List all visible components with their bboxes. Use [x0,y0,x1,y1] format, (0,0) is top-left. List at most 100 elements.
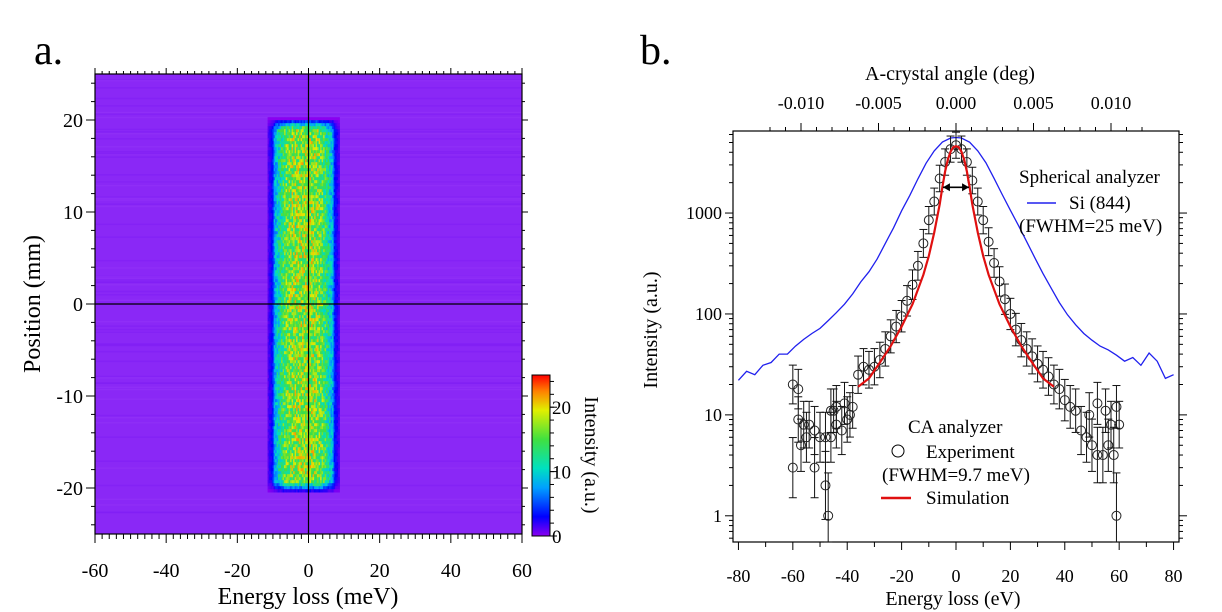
heatmap-cell [326,204,328,208]
heatmap-cell [273,294,276,298]
heatmap-cell [275,267,277,271]
heatmap-cell [269,414,271,418]
heatmap-cell [318,231,321,235]
heatmap-cell [273,312,276,316]
heatmap-cell [321,207,324,211]
heatmap-cell [324,213,327,217]
heatmap-cell [311,162,313,166]
heatmap-cell [300,159,303,163]
heatmap-cell [270,150,273,154]
heatmap-cell [332,318,334,322]
heatmap-cell [311,381,313,385]
heatmap-cell [320,222,322,226]
heatmap-cell [333,420,336,424]
heatmap-cell [332,126,334,130]
heatmap-cell [309,195,312,199]
heatmap-cell [333,135,336,139]
heatmap-cell [284,216,286,220]
heatmap-cell [332,198,334,202]
heatmap-cell [275,237,277,241]
heatmap-cell [323,249,325,253]
heatmap-cell [291,405,294,409]
heatmap-cell [327,210,330,214]
heatmap-cell [336,309,339,313]
heatmap-cell [281,318,283,322]
heatmap-cell [269,279,271,283]
heatmap-cell [269,408,271,412]
heatmap-cell [335,141,337,145]
heatmap-cell [324,300,327,304]
heatmap-cell [321,330,324,334]
heatmap-cell [272,213,274,217]
heatmap-cell [309,363,312,367]
heatmap-cell [302,255,304,259]
heatmap-cell [269,225,271,229]
heatmap-cell [335,147,337,151]
heatmap-cell [278,228,280,232]
heatmap-cell [297,192,300,196]
heatmap-cell [317,267,319,271]
heatmap-cell [278,150,280,154]
heatmap-cell [336,222,339,226]
heatmap-cell [314,345,316,349]
heatmap-cell [297,123,300,127]
heatmap-cell [320,396,322,400]
heatmap-cell [338,216,340,220]
heatmap-cell [290,420,292,424]
heatmap-cell [269,375,271,379]
heatmap-cell [314,126,316,130]
heatmap-cell [309,156,312,160]
heatmap-cell [285,312,288,316]
heatmap-cell [333,351,336,355]
heatmap-cell [329,270,331,274]
heatmap-cell [327,135,330,139]
heatmap-cell [282,186,285,190]
heatmap-cell [309,273,312,277]
heatmap-cell [269,252,271,256]
heatmap-cell [314,324,316,328]
heatmap-cell [291,123,294,127]
heatmap-cell [272,144,274,148]
heatmap-cell [309,126,312,130]
heatmap-cell [311,204,313,208]
heatmap-cell [278,165,280,169]
heatmap-cell [326,291,328,295]
heatmap-cell [305,384,307,388]
heatmap-cell [330,366,333,370]
heatmap-cell [311,159,313,163]
heatmap-cell [327,381,330,385]
heatmap-cell [306,330,309,334]
heatmap-cell [293,189,295,193]
heatmap-cell [275,336,277,340]
heatmap-cell [269,237,271,241]
heatmap-cell [276,312,279,316]
heatmap-cell [309,312,312,316]
heatmap-cell [321,285,324,289]
heatmap-cell [338,261,340,265]
heatmap-cell [269,120,271,124]
heatmap-cell [269,177,271,181]
heatmap-cell [296,336,298,340]
heatmap-cell [326,270,328,274]
heatmap-cell [324,225,327,229]
heatmap-cell [287,396,289,400]
heatmap-cell [323,264,325,268]
heatmap-cell [278,255,280,259]
heatmap-cell [317,177,319,181]
heatmap-cell [327,339,330,343]
heatmap-cell [323,258,325,262]
heatmap-cell [323,369,325,373]
heatmap-cell [294,222,297,226]
heatmap-cell [293,396,295,400]
heatmap-cell [282,126,285,130]
heatmap-cell [282,285,285,289]
heatmap-cell [273,393,276,397]
heatmap-cell [281,387,283,391]
heatmap-cell [284,237,286,241]
heatmap-cell [333,318,336,322]
heatmap-cell [299,384,301,388]
heatmap-cell [285,159,288,163]
heatmap-cell [327,264,330,268]
heatmap-cell [311,273,313,277]
heatmap-cell [273,366,276,370]
